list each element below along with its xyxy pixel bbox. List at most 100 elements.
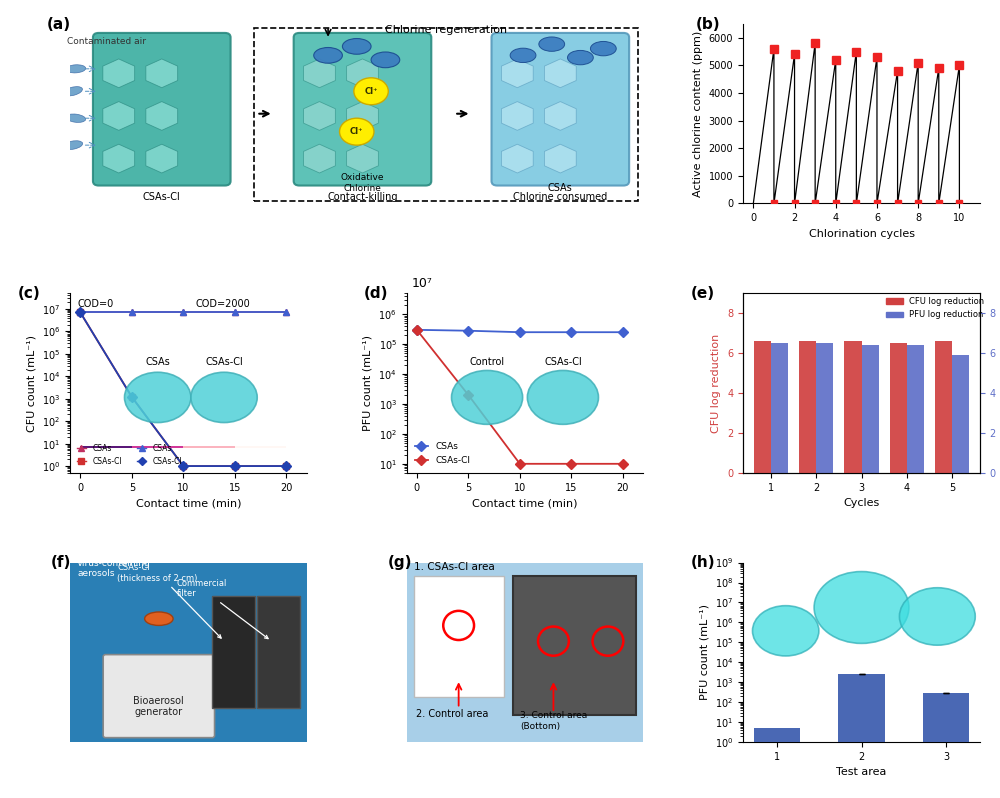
Legend: CSAs, CSAs-Cl: CSAs, CSAs-Cl (411, 439, 474, 468)
Text: 2. Control area: 2. Control area (416, 709, 488, 720)
Text: CSAs: CSAs (145, 357, 170, 367)
Ellipse shape (342, 38, 371, 54)
CSAs-Cl (617, 459, 629, 468)
Text: 1. CSAs-Cl area: 1. CSAs-Cl area (414, 563, 494, 572)
Ellipse shape (590, 41, 616, 56)
Polygon shape (544, 101, 576, 130)
Ellipse shape (568, 50, 593, 65)
Bar (838, 674, 885, 798)
CSAs-Cl (565, 459, 577, 468)
X-axis label: Chlorination cycles: Chlorination cycles (809, 229, 915, 239)
Ellipse shape (371, 52, 400, 68)
Legend: CFU log reduction, PFU log reduction: CFU log reduction, PFU log reduction (883, 294, 988, 322)
Bar (816, 343, 833, 472)
Circle shape (354, 78, 388, 105)
Legend: CSAs, CSAs-Cl, CSAs, CSAs-Cl: CSAs, CSAs-Cl, CSAs, CSAs-Cl (74, 441, 185, 469)
Text: Contact-killing: Contact-killing (327, 192, 398, 202)
Text: (e): (e) (691, 286, 715, 301)
Polygon shape (103, 59, 135, 88)
CSAs (411, 325, 423, 334)
Text: CSAs: CSAs (548, 183, 573, 193)
Circle shape (125, 372, 191, 423)
Ellipse shape (145, 612, 173, 626)
Text: CSAs-Cl: CSAs-Cl (544, 357, 582, 367)
Text: (b): (b) (696, 17, 720, 32)
Y-axis label: CFU count (mL⁻¹): CFU count (mL⁻¹) (26, 334, 36, 432)
FancyBboxPatch shape (257, 596, 300, 709)
Bar (935, 342, 952, 472)
Polygon shape (544, 59, 576, 88)
Bar (923, 693, 969, 798)
Ellipse shape (539, 37, 565, 51)
Circle shape (527, 370, 598, 425)
FancyBboxPatch shape (212, 596, 255, 709)
CSAs-Cl (514, 459, 526, 468)
Polygon shape (146, 101, 178, 130)
Text: CSAs-Cl: CSAs-Cl (143, 192, 181, 202)
Polygon shape (103, 101, 135, 130)
Polygon shape (544, 144, 576, 173)
Text: Chlorine: Chlorine (344, 184, 381, 193)
Text: (d): (d) (364, 286, 388, 301)
Ellipse shape (314, 48, 342, 63)
CSAs (565, 327, 577, 337)
CSAs (617, 327, 629, 337)
Text: Virus-containing
aerosols: Virus-containing aerosols (77, 559, 151, 578)
Polygon shape (304, 144, 335, 173)
Y-axis label: PFU count (mL⁻¹): PFU count (mL⁻¹) (363, 335, 373, 431)
Bar (862, 345, 879, 472)
FancyBboxPatch shape (513, 576, 636, 715)
Circle shape (191, 372, 257, 423)
Circle shape (814, 571, 909, 643)
Text: Contaminated air: Contaminated air (67, 38, 146, 46)
FancyBboxPatch shape (407, 563, 643, 742)
Polygon shape (103, 144, 135, 173)
CSAs-Cl (462, 390, 474, 400)
Polygon shape (304, 59, 335, 88)
Text: (h): (h) (691, 555, 716, 571)
Line: CSAs: CSAs (413, 326, 626, 336)
Polygon shape (501, 144, 533, 173)
Ellipse shape (63, 140, 83, 149)
Ellipse shape (510, 48, 536, 62)
Text: Oxidative: Oxidative (341, 172, 384, 182)
CSAs-Cl (411, 325, 423, 334)
Text: CSAs-Cl: CSAs-Cl (205, 357, 243, 367)
Text: Chlorine consumed: Chlorine consumed (513, 192, 607, 202)
Circle shape (899, 588, 975, 646)
Polygon shape (146, 144, 178, 173)
FancyBboxPatch shape (294, 33, 431, 186)
Polygon shape (347, 144, 378, 173)
CSAs (514, 327, 526, 337)
FancyBboxPatch shape (103, 654, 215, 737)
Text: (c): (c) (18, 286, 41, 301)
Text: Cl⁺: Cl⁺ (350, 127, 363, 136)
Ellipse shape (63, 87, 82, 96)
Polygon shape (347, 59, 378, 88)
FancyBboxPatch shape (93, 33, 231, 186)
Y-axis label: PFU count (mL⁻¹): PFU count (mL⁻¹) (699, 604, 709, 701)
Text: (f): (f) (51, 555, 71, 571)
Text: Control: Control (470, 357, 505, 367)
Line: CSAs-Cl: CSAs-Cl (413, 326, 626, 468)
Bar (844, 342, 862, 472)
Text: COD=2000: COD=2000 (196, 298, 250, 309)
Text: CSAs-Cl
(thickness of 2 cm): CSAs-Cl (thickness of 2 cm) (117, 563, 221, 638)
Ellipse shape (66, 114, 86, 122)
Ellipse shape (66, 65, 86, 73)
X-axis label: Contact time (min): Contact time (min) (136, 498, 241, 508)
Y-axis label: Active chlorine content (ppm): Active chlorine content (ppm) (693, 30, 703, 197)
Bar (952, 355, 969, 472)
Circle shape (752, 606, 819, 656)
Text: Commercial
filter: Commercial filter (177, 579, 268, 638)
Bar (907, 345, 924, 472)
FancyBboxPatch shape (414, 576, 504, 697)
Bar (799, 342, 816, 472)
Text: (a): (a) (47, 17, 71, 32)
Text: Cl⁺: Cl⁺ (364, 87, 378, 96)
Bar (771, 343, 788, 472)
Text: Bioaerosol
generator: Bioaerosol generator (133, 696, 184, 717)
FancyBboxPatch shape (70, 563, 307, 742)
CSAs (462, 326, 474, 335)
Polygon shape (304, 101, 335, 130)
